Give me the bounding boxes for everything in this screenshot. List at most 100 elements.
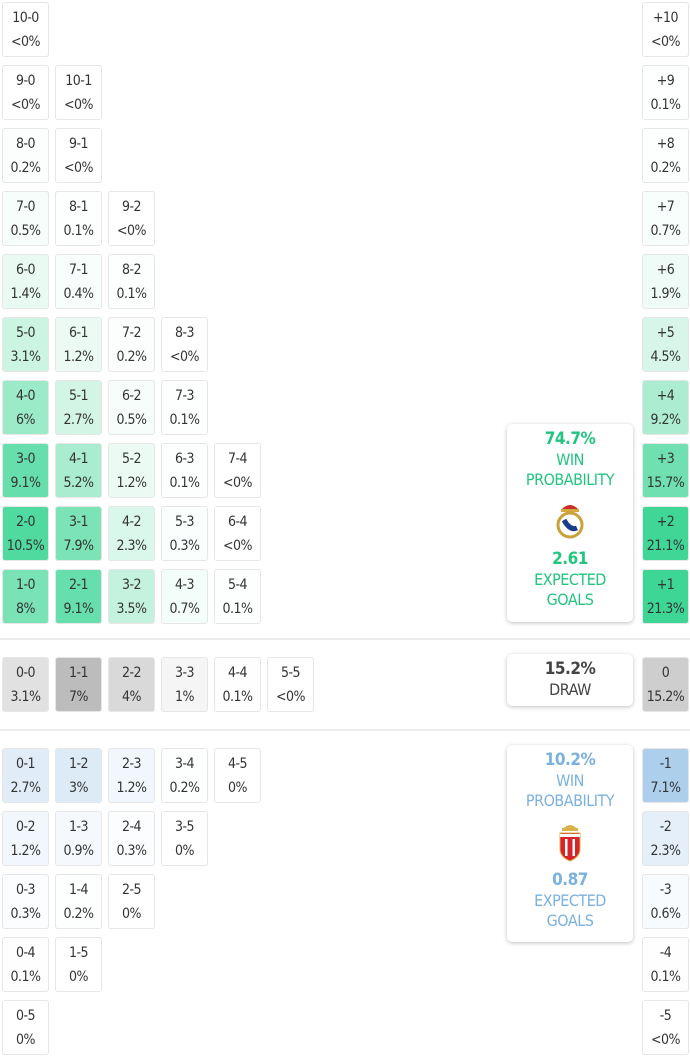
probability-value: 0.1%	[222, 688, 254, 705]
score-label: 3-1	[68, 513, 89, 530]
probability-value: <0%	[650, 1031, 681, 1048]
draw-pct: 15.2%	[544, 659, 596, 679]
score-cell: 4-4 0.1%	[214, 657, 261, 712]
score-cell: 1-2 3%	[55, 748, 102, 803]
score-label: 2-1	[68, 576, 89, 593]
score-label: 2-5	[121, 881, 142, 898]
probability-value: 7.1%	[650, 779, 682, 796]
score-label: 10-1	[65, 72, 92, 89]
probability-value: <0%	[222, 537, 253, 554]
score-cell: 5-2 1.2%	[108, 443, 155, 498]
score-label: 0-0	[15, 664, 36, 681]
score-label: 6-0	[15, 261, 36, 278]
score-cell: 8-3 <0%	[161, 317, 208, 372]
score-cell: 3-5 0%	[161, 811, 208, 866]
score-cell: 2-5 0%	[108, 874, 155, 929]
goals-label: GOALS	[546, 590, 594, 609]
score-label: +10	[652, 9, 679, 26]
score-cell: 5-3 0.3%	[161, 506, 208, 561]
score-cell: 1-4 0.2%	[55, 874, 102, 929]
probability-value: 1%	[175, 688, 194, 705]
score-cell: 7-3 0.1%	[161, 380, 208, 435]
score-cell: 8-1 0.1%	[55, 191, 102, 246]
score-label: +5	[656, 324, 675, 341]
monaco-crest-icon	[559, 825, 581, 862]
draw-label: DRAW	[549, 680, 591, 699]
probability-value: 0.1%	[169, 474, 201, 491]
score-cell: 3-4 0.2%	[161, 748, 208, 803]
score-cell: 9-2 <0%	[108, 191, 155, 246]
probability-label: PROBABILITY	[525, 470, 615, 489]
score-label: 7-4	[227, 450, 248, 467]
probability-value: 2.7%	[63, 411, 95, 428]
score-label: 1-5	[68, 944, 89, 961]
goal-margin-cell: +5 4.5%	[642, 317, 689, 372]
score-cell: 3-0 9.1%	[2, 443, 49, 498]
away-xg: 0.87	[552, 870, 588, 890]
score-label: 6-2	[121, 387, 142, 404]
score-cell: 1-3 0.9%	[55, 811, 102, 866]
probability-value: 0.1%	[169, 411, 201, 428]
score-label: 4-0	[15, 387, 36, 404]
score-label: 4-3	[174, 576, 195, 593]
score-label: 3-0	[15, 450, 36, 467]
goal-margin-cell: +6 1.9%	[642, 254, 689, 309]
win-label: WIN	[556, 450, 584, 469]
score-label: 9-2	[121, 198, 142, 215]
probability-value: 1.9%	[650, 285, 682, 302]
probability-value: 0.1%	[650, 96, 682, 113]
score-label: 0-5	[15, 1007, 36, 1024]
probability-value: 0.1%	[63, 222, 95, 239]
score-label: 0-3	[15, 881, 36, 898]
probability-value: <0%	[63, 96, 94, 113]
score-cell: 9-0 <0%	[2, 65, 49, 120]
score-cell: 0-1 2.7%	[2, 748, 49, 803]
score-label: 6-1	[68, 324, 89, 341]
score-label: +6	[656, 261, 675, 278]
probability-value: <0%	[650, 33, 681, 50]
probability-value: 3.1%	[10, 688, 42, 705]
goal-margin-cell: +8 0.2%	[642, 128, 689, 183]
score-cell: 4-0 6%	[2, 380, 49, 435]
score-cell: 4-3 0.7%	[161, 569, 208, 624]
score-label: 8-2	[121, 261, 142, 278]
score-cell: 4-5 0%	[214, 748, 261, 803]
score-cell: 3-1 7.9%	[55, 506, 102, 561]
probability-value: <0%	[169, 348, 200, 365]
score-label: 3-5	[174, 818, 195, 835]
score-cell: 5-5 <0%	[267, 657, 314, 712]
score-cell: 6-4 <0%	[214, 506, 261, 561]
score-label: +9	[656, 72, 675, 89]
probability-value: 3.1%	[10, 348, 42, 365]
goals-label: GOALS	[546, 911, 594, 930]
probability-value: 0.3%	[169, 537, 201, 554]
probability-value: 21.3%	[646, 600, 685, 617]
score-cell: 2-1 9.1%	[55, 569, 102, 624]
score-label: 2-3	[121, 755, 142, 772]
goal-margin-cell: +4 9.2%	[642, 380, 689, 435]
score-label: +7	[656, 198, 675, 215]
score-label: 2-0	[15, 513, 36, 530]
probability-value: 0.1%	[116, 285, 148, 302]
probability-value: 10.5%	[6, 537, 45, 554]
score-label: 7-2	[121, 324, 142, 341]
goal-margin-cell: -1 7.1%	[642, 748, 689, 803]
probability-value: 2.7%	[10, 779, 42, 796]
score-label: 5-0	[15, 324, 36, 341]
score-label: +8	[656, 135, 675, 152]
probability-value: 0.9%	[63, 842, 95, 859]
probability-value: 8%	[16, 600, 35, 617]
score-label: +4	[656, 387, 675, 404]
score-label: 7-0	[15, 198, 36, 215]
probability-value: 2.3%	[650, 842, 682, 859]
score-label: 5-2	[121, 450, 142, 467]
probability-value: 0%	[69, 968, 88, 985]
score-label: 0-2	[15, 818, 36, 835]
probability-value: 3.5%	[116, 600, 148, 617]
score-label: 0-1	[15, 755, 36, 772]
score-label: +2	[656, 513, 675, 530]
probability-value: 0%	[175, 842, 194, 859]
score-label: 4-4	[227, 664, 248, 681]
score-cell: 10-0 <0%	[2, 2, 49, 57]
probability-value: 0.5%	[116, 411, 148, 428]
